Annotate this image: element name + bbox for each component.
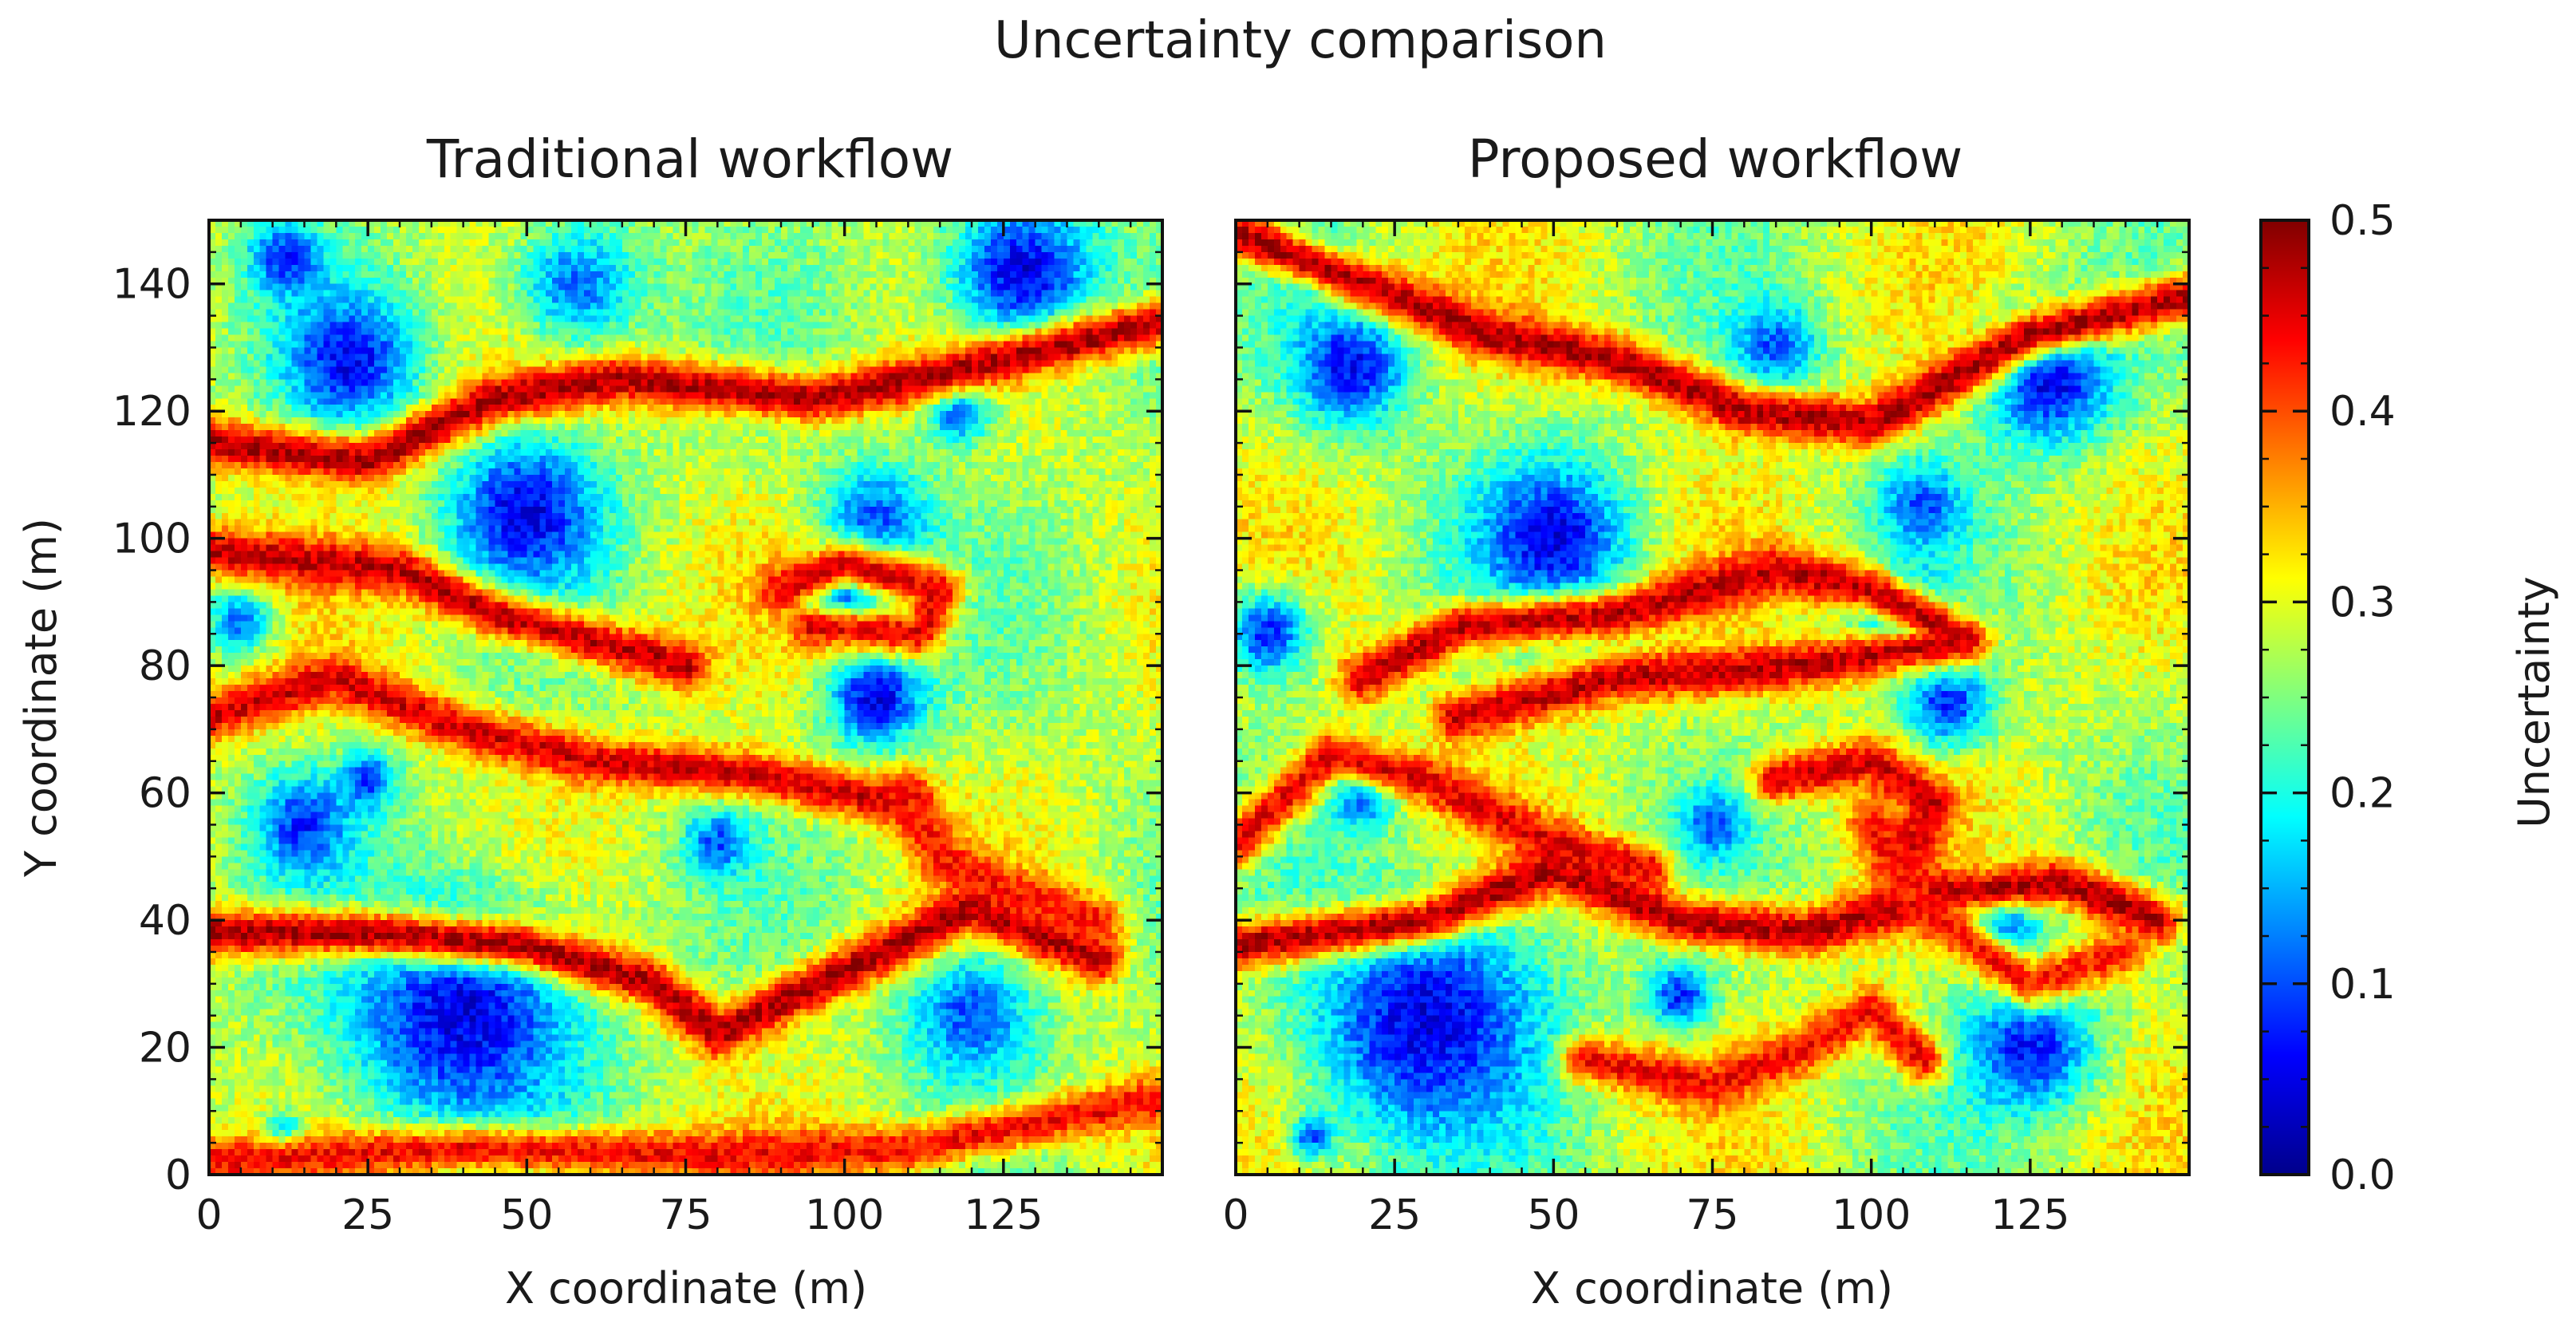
y-tick-label: 20 [139, 1025, 191, 1072]
colorbar-ticks: 0.0 0.1 0.2 0.3 0.4 0.5 [2261, 197, 2396, 1199]
x-tick-label: 75 [659, 1191, 712, 1239]
x-tick-label: 100 [805, 1191, 884, 1239]
colorbar-tick-label: 0.0 [2329, 1151, 2396, 1199]
x-tick-label: 125 [1990, 1191, 2069, 1239]
y-tick-label: 40 [139, 897, 191, 945]
heatmap-proposed [1236, 220, 2189, 1175]
x-tick-label: 100 [1832, 1191, 1911, 1239]
colorbar-tick-label: 0.5 [2329, 197, 2396, 245]
y-tick-label: 60 [139, 770, 191, 818]
x-tick-label: 75 [1686, 1191, 1738, 1239]
xlabel-proposed: X coordinate (m) [1531, 1263, 1893, 1313]
heatmap-traditional [209, 220, 1162, 1175]
x-tick-label: 0 [195, 1191, 222, 1239]
xlabel-traditional: X coordinate (m) [505, 1263, 867, 1313]
x-tick-label: 50 [500, 1191, 553, 1239]
x-tick-label: 50 [1527, 1191, 1580, 1239]
ylabel-traditional: Y coordinate (m) [16, 518, 66, 878]
panel-title-traditional: Traditional workflow [426, 128, 953, 190]
y-tick-label: 120 [112, 388, 191, 436]
colorbar-tick-label: 0.2 [2329, 770, 2396, 818]
colorbar-tick-label: 0.3 [2329, 579, 2396, 626]
y-tick-label: 0 [165, 1151, 191, 1199]
panel-proposed: Proposed workflow 0 25 50 75 100 125 X coordi… [1222, 128, 2191, 1313]
colorbar: 0.0 0.1 0.2 0.3 0.4 0.5 Uncertainty [2259, 197, 2559, 1199]
y-tick-label: 80 [139, 642, 191, 690]
colorbar-tick-label: 0.1 [2329, 961, 2396, 1009]
x-tick-label: 125 [964, 1191, 1043, 1239]
figure-title: Uncertainty comparison [994, 11, 1607, 70]
panel-title-proposed: Proposed workflow [1468, 128, 1963, 190]
x-tick-label: 25 [341, 1191, 394, 1239]
axis-ticks-proposed: 0 25 50 75 100 125 [1222, 219, 2191, 1239]
panel-traditional: Traditional workflow 0 25 50 75 100 125 0 20 40 6… [16, 128, 1164, 1313]
colorbar-tick-label: 0.4 [2329, 388, 2396, 436]
x-tick-label: 0 [1222, 1191, 1249, 1239]
y-tick-label: 100 [112, 515, 191, 563]
axis-ticks-traditional: 0 25 50 75 100 125 0 20 40 60 80 100 120 140 [112, 219, 1164, 1239]
x-tick-label: 25 [1368, 1191, 1421, 1239]
y-tick-label: 140 [112, 261, 191, 309]
colorbar-label: Uncertainty [2509, 576, 2559, 828]
